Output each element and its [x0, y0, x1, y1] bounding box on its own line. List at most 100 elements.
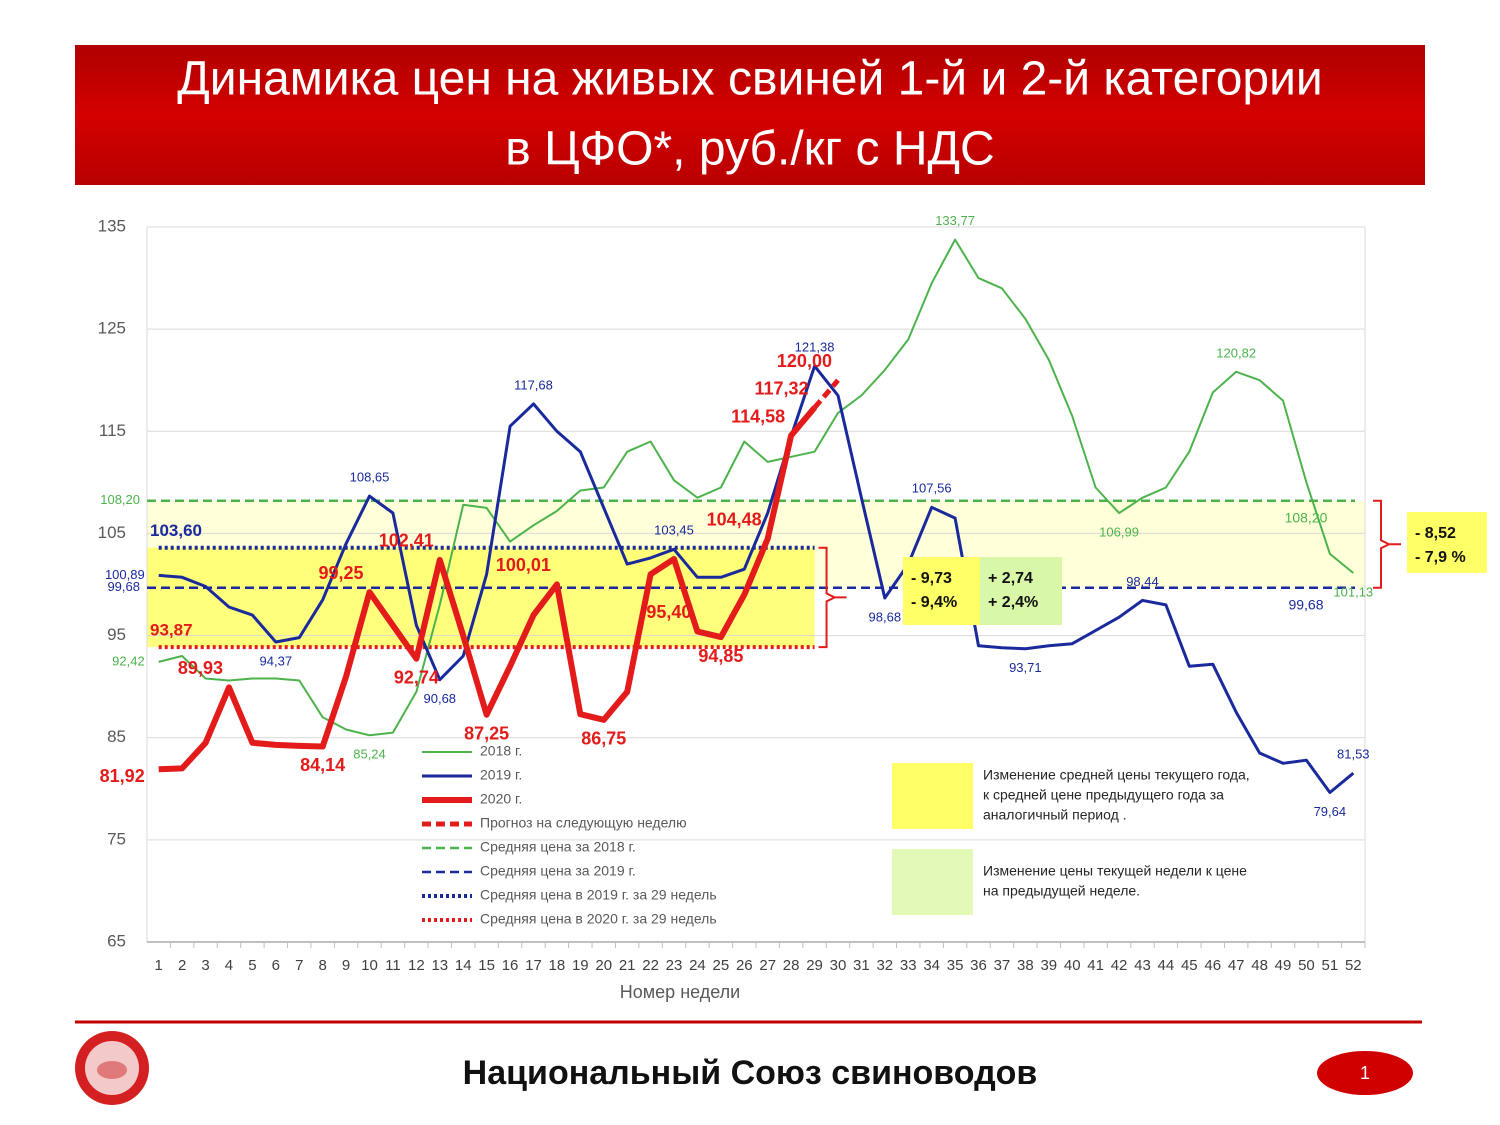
data-label: 86,75 [581, 729, 626, 749]
x-tick-label: 52 [1345, 957, 1362, 974]
x-tick-label: 29 [806, 957, 823, 974]
x-tick-label: 27 [759, 957, 776, 974]
x-axis-label: Номер недели [620, 982, 740, 1002]
x-tick-label: 11 [385, 957, 401, 974]
data-label: 99,25 [318, 563, 363, 583]
x-tick-label: 18 [549, 957, 566, 974]
x-tick-label: 37 [994, 957, 1011, 974]
series-line [158, 238, 1354, 737]
data-label: 104,48 [707, 509, 762, 529]
y-tick-label: 105 [98, 523, 126, 542]
legend-label: Прогноз на следующую неделю [480, 815, 687, 831]
data-label: 117,32 [754, 378, 808, 398]
x-tick-label: 2 [178, 957, 186, 974]
x-tick-label: 17 [525, 957, 542, 974]
series-line [158, 405, 817, 773]
annotation-box [980, 557, 1062, 625]
data-label: 81,92 [100, 766, 145, 786]
data-label: 120,82 [1216, 345, 1256, 360]
x-tick-label: 36 [970, 957, 987, 974]
x-tick-label: 5 [248, 957, 256, 974]
x-tick-label: 38 [1017, 957, 1034, 974]
data-label: 114,58 [731, 406, 785, 426]
x-tick-label: 24 [689, 957, 706, 974]
title-banner [75, 45, 1425, 185]
x-tick-label: 44 [1158, 957, 1175, 974]
data-label: 90,68 [424, 691, 457, 706]
x-tick-label: 46 [1204, 957, 1221, 974]
annotation-text: - 9,73 [911, 570, 952, 587]
key-swatch [892, 849, 973, 915]
data-label: 94,85 [698, 646, 743, 666]
y-tick-label: 75 [107, 829, 126, 848]
x-tick-label: 20 [595, 957, 612, 974]
data-label: 103,45 [654, 523, 694, 538]
key-text: Изменение средней цены текущего года, [983, 767, 1250, 783]
data-label: 81,53 [1337, 747, 1370, 762]
annotation-text: - 8,52 [1415, 525, 1456, 542]
page-number: 1 [1360, 1063, 1370, 1083]
x-tick-label: 26 [736, 957, 753, 974]
series-line [158, 364, 1355, 794]
data-label: 95,40 [646, 602, 691, 622]
series-line [812, 378, 840, 410]
key-text: Изменение цены текущей недели к цене [983, 863, 1247, 879]
x-tick-label: 51 [1322, 957, 1339, 974]
x-tick-label: 23 [666, 957, 683, 974]
key-swatch [892, 763, 973, 829]
bracket [1373, 499, 1401, 589]
x-tick-label: 7 [295, 957, 303, 974]
x-tick-label: 50 [1298, 957, 1315, 974]
data-label: 100,01 [496, 555, 551, 575]
data-label: 106,99 [1099, 525, 1139, 540]
reference-label: 93,87 [150, 621, 193, 640]
x-tick-label: 43 [1134, 957, 1151, 974]
reference-label: 108,20 [1285, 509, 1328, 525]
data-label: 108,65 [350, 470, 390, 485]
x-tick-label: 15 [478, 957, 495, 974]
y-tick-label: 95 [107, 625, 126, 644]
annotation-box [1407, 512, 1487, 573]
data-label: 92,42 [112, 653, 145, 668]
key-text: на предыдущей неделе. [983, 883, 1140, 899]
x-tick-label: 19 [572, 957, 589, 974]
legend-label: 2018 г. [480, 743, 522, 759]
x-tick-label: 34 [923, 957, 940, 974]
legend-label: Средняя цена в 2019 г. за 29 недель [480, 887, 717, 903]
legend-label: Средняя цена за 2018 г. [480, 839, 636, 855]
x-tick-label: 41 [1087, 957, 1104, 974]
data-label: 102,41 [379, 531, 434, 551]
reference-label: 99,68 [107, 579, 140, 594]
legend-label: 2019 г. [480, 767, 522, 783]
x-tick-label: 9 [342, 957, 350, 974]
x-tick-label: 40 [1064, 957, 1081, 974]
x-tick-label: 13 [431, 957, 448, 974]
logo [75, 1031, 149, 1105]
x-tick-label: 47 [1228, 957, 1245, 974]
annotation-text: - 9,4% [911, 594, 957, 611]
data-label: 98,68 [869, 609, 902, 624]
x-tick-label: 49 [1275, 957, 1292, 974]
data-label: 85,24 [353, 747, 386, 762]
data-label: 101,13 [1333, 584, 1373, 599]
x-tick-label: 32 [876, 957, 893, 974]
x-tick-label: 8 [319, 957, 327, 974]
x-tick-label: 45 [1181, 957, 1198, 974]
legend-label: 2020 г. [480, 791, 522, 807]
x-tick-label: 35 [947, 957, 964, 974]
data-label: 120,00 [777, 351, 832, 371]
data-label: 100,89 [105, 567, 145, 582]
y-tick-label: 125 [98, 319, 126, 338]
annotation-text: + 2,4% [988, 594, 1038, 611]
x-tick-label: 6 [272, 957, 280, 974]
x-tick-label: 3 [201, 957, 209, 974]
data-label: 94,37 [260, 653, 293, 668]
chart-title: в ЦФО*, руб./кг с НДС [505, 123, 994, 176]
key-text: к средней цене предыдущего года за [983, 787, 1224, 803]
annotation-box [903, 557, 980, 625]
x-tick-label: 31 [853, 957, 870, 974]
x-tick-label: 4 [225, 957, 233, 974]
footer-text: Национальный Союз свиноводов [463, 1054, 1038, 1092]
x-tick-label: 22 [642, 957, 659, 974]
